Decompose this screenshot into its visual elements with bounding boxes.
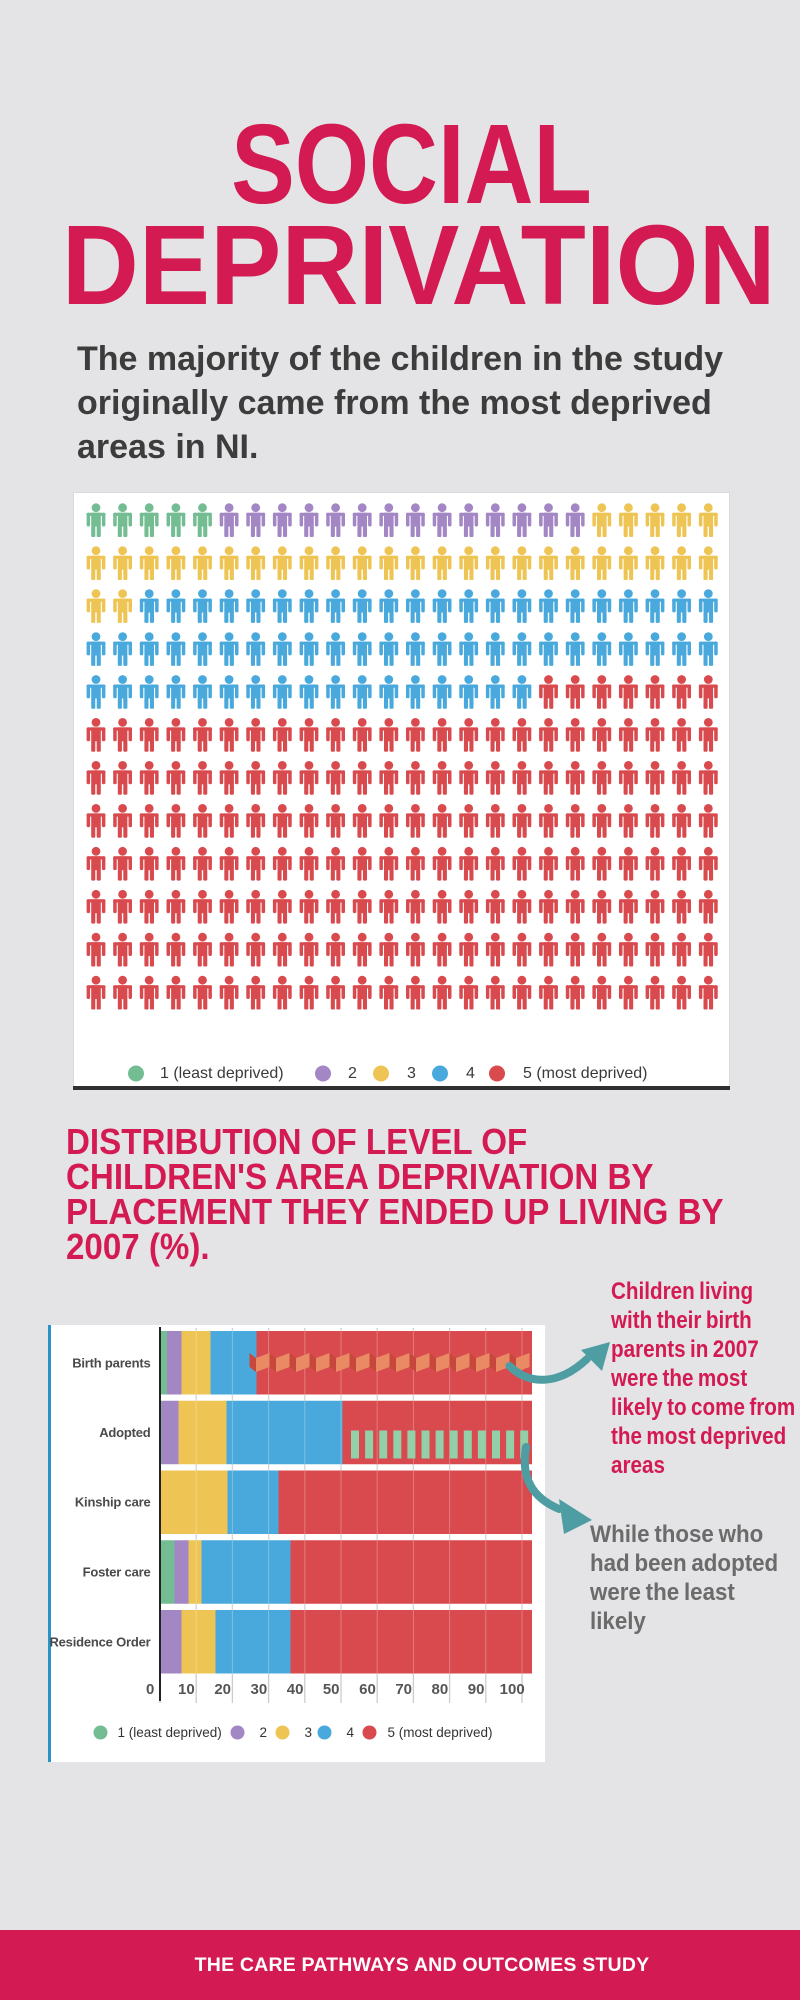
svg-text:20: 20 (214, 1681, 231, 1698)
svg-text:1 (least deprived): 1 (least deprived) (160, 1065, 284, 1082)
svg-text:1 (least deprived): 1 (least deprived) (117, 1725, 221, 1740)
svg-text:90: 90 (467, 1681, 484, 1698)
svg-text:5 (most deprived): 5 (most deprived) (387, 1725, 492, 1740)
svg-text:Foster care: Foster care (82, 1564, 150, 1579)
svg-text:Residence Order: Residence Order (49, 1634, 150, 1649)
svg-text:70: 70 (395, 1681, 412, 1698)
svg-text:Kinship care: Kinship care (74, 1494, 150, 1509)
svg-text:2: 2 (348, 1065, 357, 1082)
svg-text:80: 80 (431, 1681, 448, 1698)
svg-text:5 (most deprived): 5 (most deprived) (523, 1065, 648, 1082)
svg-text:Adopted: Adopted (99, 1425, 151, 1440)
svg-text:0: 0 (146, 1681, 154, 1698)
svg-text:30: 30 (250, 1681, 267, 1698)
svg-text:Birth parents: Birth parents (72, 1355, 150, 1370)
svg-text:4: 4 (346, 1725, 354, 1740)
svg-text:4: 4 (466, 1065, 475, 1082)
svg-text:40: 40 (286, 1681, 303, 1698)
svg-text:3: 3 (407, 1065, 416, 1082)
svg-text:100: 100 (499, 1681, 524, 1698)
svg-text:3: 3 (304, 1725, 312, 1740)
svg-text:60: 60 (359, 1681, 376, 1698)
svg-text:2: 2 (259, 1725, 267, 1740)
svg-text:50: 50 (322, 1681, 339, 1698)
svg-text:10: 10 (178, 1681, 195, 1698)
